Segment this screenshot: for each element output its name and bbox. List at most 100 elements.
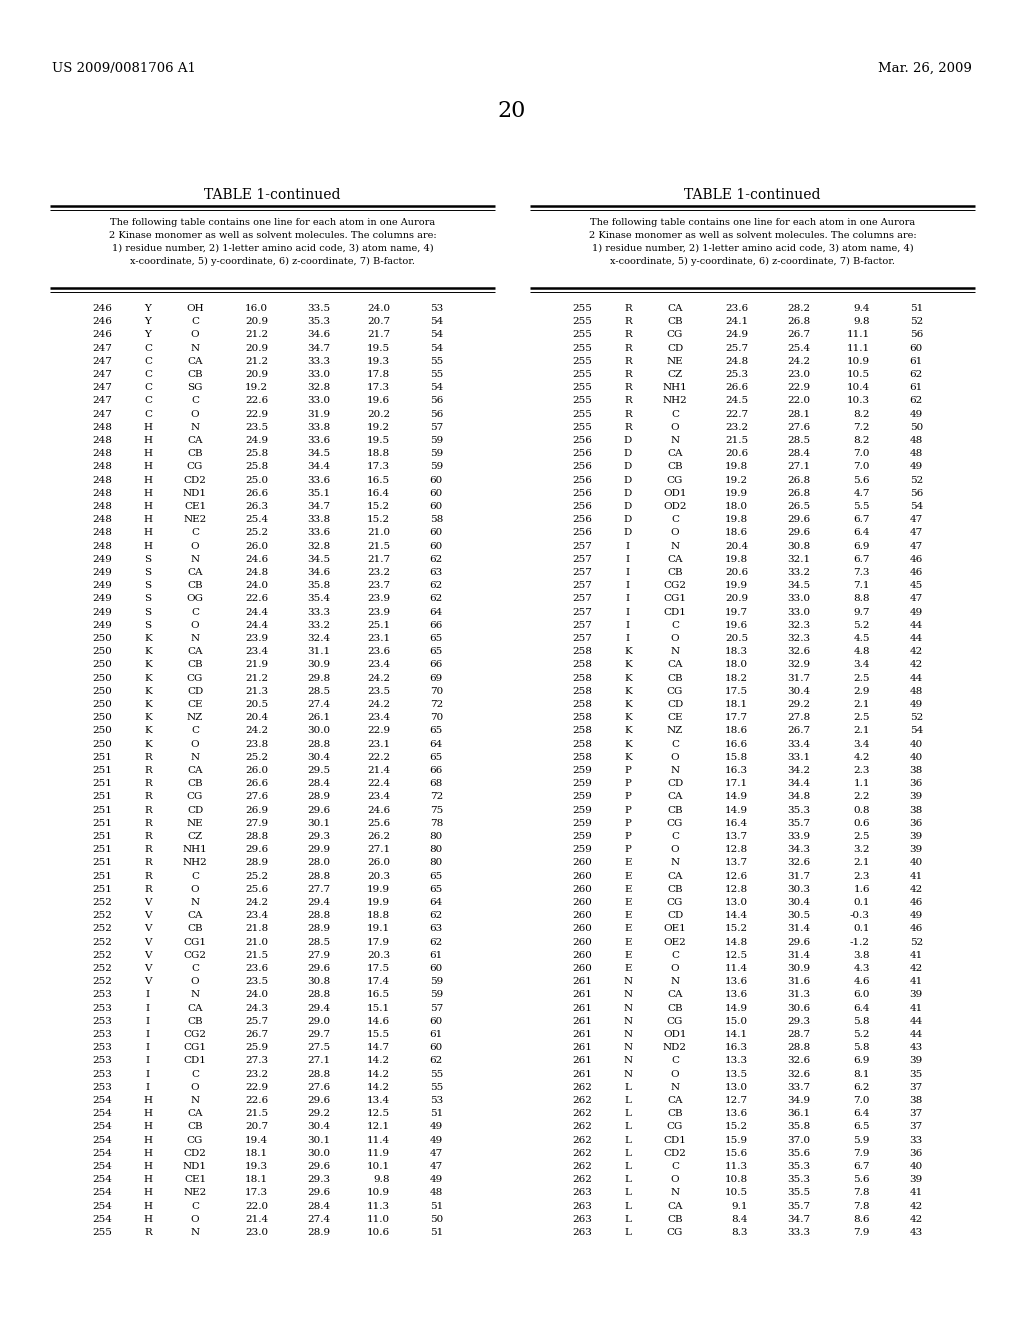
Text: 27.6: 27.6 (245, 792, 268, 801)
Text: 22.2: 22.2 (367, 752, 390, 762)
Text: N: N (190, 752, 200, 762)
Text: 36: 36 (909, 818, 923, 828)
Text: 22.9: 22.9 (367, 726, 390, 735)
Text: N: N (671, 766, 680, 775)
Text: 258: 258 (572, 647, 592, 656)
Text: 26.7: 26.7 (786, 726, 810, 735)
Text: 22.6: 22.6 (245, 1096, 268, 1105)
Text: 51: 51 (909, 304, 923, 313)
Text: 19.7: 19.7 (725, 607, 748, 616)
Text: 19.9: 19.9 (367, 884, 390, 894)
Text: 261: 261 (572, 1016, 592, 1026)
Text: I: I (626, 554, 630, 564)
Text: 8.2: 8.2 (853, 409, 870, 418)
Text: 20.7: 20.7 (367, 317, 390, 326)
Text: I: I (146, 990, 151, 999)
Text: R: R (624, 330, 632, 339)
Text: D: D (624, 502, 632, 511)
Text: 253: 253 (92, 1003, 112, 1012)
Text: 250: 250 (92, 673, 112, 682)
Text: N: N (624, 977, 633, 986)
Text: 27.1: 27.1 (307, 1056, 330, 1065)
Text: 252: 252 (92, 977, 112, 986)
Text: TABLE 1-continued: TABLE 1-continued (684, 187, 821, 202)
Text: 246: 246 (92, 317, 112, 326)
Text: 13.4: 13.4 (367, 1096, 390, 1105)
Text: 49: 49 (909, 607, 923, 616)
Text: 251: 251 (92, 832, 112, 841)
Text: 6.4: 6.4 (853, 528, 870, 537)
Text: 10.6: 10.6 (367, 1228, 390, 1237)
Text: CB: CB (187, 581, 203, 590)
Text: N: N (190, 990, 200, 999)
Text: 29.3: 29.3 (786, 1016, 810, 1026)
Text: 30.3: 30.3 (786, 884, 810, 894)
Text: CG2: CG2 (664, 581, 686, 590)
Text: 32.9: 32.9 (786, 660, 810, 669)
Text: 248: 248 (92, 449, 112, 458)
Text: 258: 258 (572, 700, 592, 709)
Text: R: R (144, 871, 152, 880)
Text: NZ: NZ (667, 726, 683, 735)
Text: 23.4: 23.4 (245, 911, 268, 920)
Text: 14.9: 14.9 (725, 792, 748, 801)
Text: O: O (671, 1069, 679, 1078)
Text: 14.2: 14.2 (367, 1069, 390, 1078)
Text: 33.6: 33.6 (307, 528, 330, 537)
Text: 30.1: 30.1 (307, 818, 330, 828)
Text: 261: 261 (572, 1003, 592, 1012)
Text: 10.1: 10.1 (367, 1162, 390, 1171)
Text: 13.7: 13.7 (725, 858, 748, 867)
Text: 17.7: 17.7 (725, 713, 748, 722)
Text: 38: 38 (909, 805, 923, 814)
Text: 80: 80 (430, 858, 443, 867)
Text: L: L (625, 1082, 632, 1092)
Text: 259: 259 (572, 845, 592, 854)
Text: CG1: CG1 (183, 937, 207, 946)
Text: 37: 37 (909, 1109, 923, 1118)
Text: 0.1: 0.1 (853, 924, 870, 933)
Text: P: P (625, 792, 632, 801)
Text: 24.3: 24.3 (245, 1003, 268, 1012)
Text: 24.2: 24.2 (245, 726, 268, 735)
Text: 33.7: 33.7 (786, 1082, 810, 1092)
Text: 10.9: 10.9 (367, 1188, 390, 1197)
Text: 14.9: 14.9 (725, 1003, 748, 1012)
Text: S: S (144, 568, 152, 577)
Text: 33.8: 33.8 (307, 515, 330, 524)
Text: 17.9: 17.9 (367, 937, 390, 946)
Text: ND1: ND1 (183, 488, 207, 498)
Text: 42: 42 (909, 1214, 923, 1224)
Text: 18.0: 18.0 (725, 502, 748, 511)
Text: 27.9: 27.9 (245, 818, 268, 828)
Text: 10.5: 10.5 (847, 370, 870, 379)
Text: D: D (624, 515, 632, 524)
Text: D: D (624, 475, 632, 484)
Text: 252: 252 (92, 924, 112, 933)
Text: 29.6: 29.6 (786, 937, 810, 946)
Text: 259: 259 (572, 766, 592, 775)
Text: 12.6: 12.6 (725, 871, 748, 880)
Text: 11.9: 11.9 (367, 1148, 390, 1158)
Text: 28.4: 28.4 (786, 449, 810, 458)
Text: 259: 259 (572, 792, 592, 801)
Text: 7.0: 7.0 (853, 1096, 870, 1105)
Text: 2.5: 2.5 (853, 713, 870, 722)
Text: V: V (144, 977, 152, 986)
Text: 24.2: 24.2 (367, 673, 390, 682)
Text: 29.9: 29.9 (307, 845, 330, 854)
Text: 251: 251 (92, 766, 112, 775)
Text: 14.8: 14.8 (725, 937, 748, 946)
Text: 69: 69 (430, 673, 443, 682)
Text: O: O (671, 1175, 679, 1184)
Text: 7.8: 7.8 (853, 1201, 870, 1210)
Text: P: P (625, 818, 632, 828)
Text: 66: 66 (430, 660, 443, 669)
Text: 37: 37 (909, 1122, 923, 1131)
Text: L: L (625, 1175, 632, 1184)
Text: 249: 249 (92, 568, 112, 577)
Text: 44: 44 (909, 634, 923, 643)
Text: 68: 68 (430, 779, 443, 788)
Text: CB: CB (668, 673, 683, 682)
Text: 61: 61 (430, 950, 443, 960)
